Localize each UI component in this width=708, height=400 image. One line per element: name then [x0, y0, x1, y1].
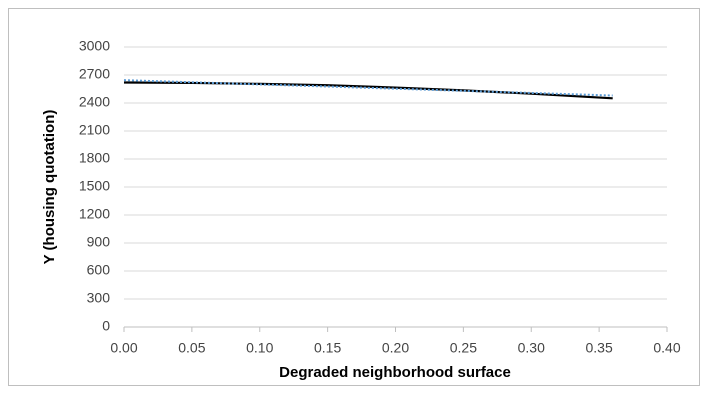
y-tick-label: 2100: [79, 122, 110, 138]
x-tick-label: 0.00: [110, 340, 137, 356]
x-tick-label: 0.35: [586, 340, 613, 356]
x-tick-label: 0.10: [246, 340, 273, 356]
y-tick-label: 2700: [79, 66, 110, 82]
y-tick-label: 300: [87, 290, 111, 306]
y-axis-title: Y (housing quotation): [41, 110, 58, 265]
y-tick-label: 1200: [79, 206, 110, 222]
x-tick-label: 0.30: [518, 340, 545, 356]
series-line: [123, 79, 613, 97]
y-tick-label: 1500: [79, 178, 110, 194]
y-tick-label: 2400: [79, 94, 110, 110]
y-tick-label: 3000: [79, 38, 110, 54]
x-tick-label: 0.15: [314, 340, 341, 356]
x-tick-label: 0.20: [382, 340, 409, 356]
x-tick-label: 0.40: [653, 340, 680, 356]
y-tick-label: 0: [102, 318, 110, 334]
x-tick-label: 0.25: [450, 340, 477, 356]
y-tick-label: 900: [87, 234, 111, 250]
x-tick-label: 0.05: [178, 340, 205, 356]
y-tick-label: 600: [87, 262, 111, 278]
x-axis-title: Degraded neighborhood surface: [279, 364, 511, 381]
y-tick-label: 1800: [79, 150, 110, 166]
chart-frame: [8, 8, 700, 386]
